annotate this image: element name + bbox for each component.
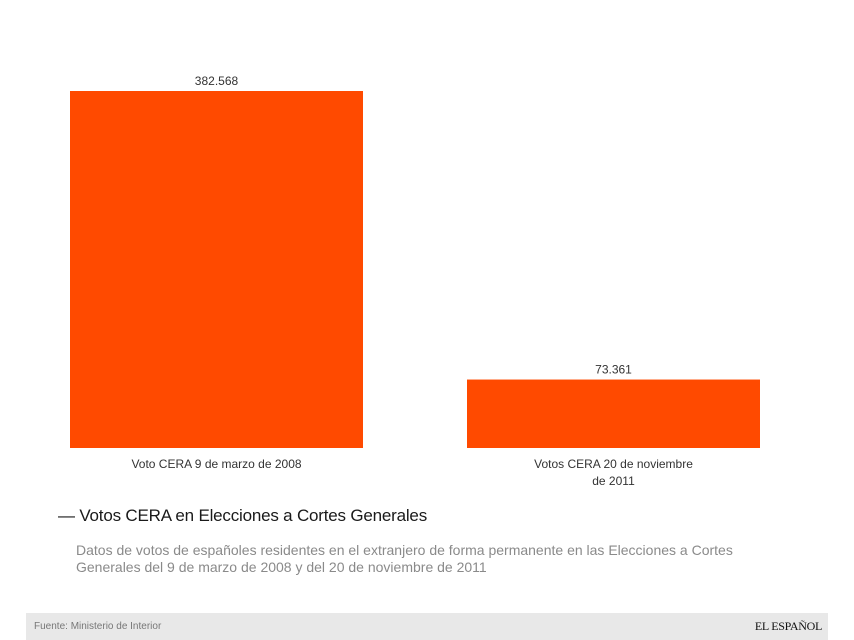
brand-logo: EL ESPAÑOL bbox=[754, 619, 822, 633]
title-text: Votos CERA en Elecciones a Cortes Genera… bbox=[79, 506, 427, 525]
category-label-0-0: Voto CERA 9 de marzo de 2008 bbox=[131, 457, 301, 471]
bar-1 bbox=[467, 379, 760, 448]
footer: Fuente: Ministerio de Interior EL ESPAÑO… bbox=[26, 613, 828, 640]
value-label-0: 382.568 bbox=[195, 74, 239, 88]
category-label-1-0: Votos CERA 20 de noviembre bbox=[534, 457, 693, 471]
value-label-1: 73.361 bbox=[595, 363, 632, 377]
category-label-1-1: de 2011 bbox=[592, 474, 635, 488]
title-dash: — bbox=[58, 506, 75, 525]
chart-title: — Votos CERA en Elecciones a Cortes Gene… bbox=[58, 506, 427, 526]
bar-chart: 382.568 Voto CERA 9 de marzo de 2008 73.36… bbox=[70, 74, 760, 488]
source-text: Fuente: Ministerio de Interior bbox=[34, 621, 162, 632]
bar-0 bbox=[70, 91, 363, 448]
chart-subtitle: Datos de votos de españoles residentes e… bbox=[76, 542, 733, 575]
